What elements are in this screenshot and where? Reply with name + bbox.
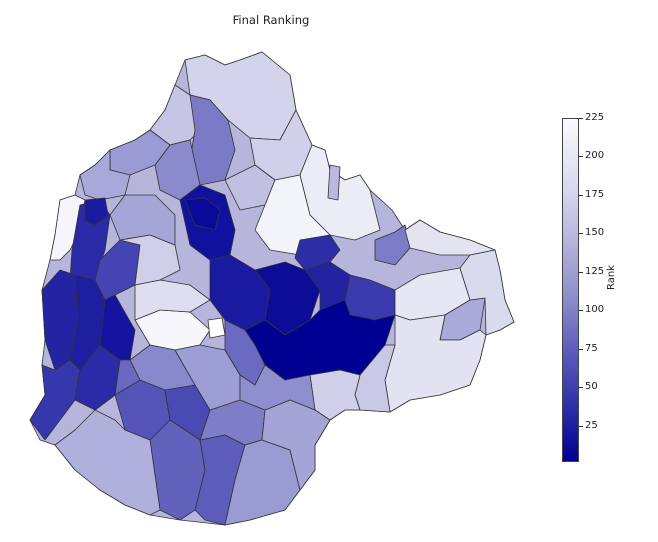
- colorbar-tick-label: 175: [585, 189, 605, 200]
- colorbar-tick: [579, 272, 583, 273]
- colorbar-label: Rank: [606, 265, 617, 290]
- colorbar-tick-label: 100: [585, 304, 605, 315]
- colorbar-tick: [579, 195, 583, 196]
- colorbar-tick: [579, 156, 583, 157]
- colorbar-tick-label: 125: [585, 266, 605, 277]
- colorbar-tick: [579, 387, 583, 388]
- colorbar-tick: [579, 426, 583, 427]
- colorbar-tick-label: 200: [585, 150, 605, 161]
- colorbar-tick: [579, 349, 583, 350]
- colorbar-tick-label: 150: [585, 227, 605, 238]
- colorbar-tick: [579, 233, 583, 234]
- colorbar: [562, 118, 579, 462]
- colorbar-tick: [579, 310, 583, 311]
- colorbar-tick: [579, 118, 583, 119]
- colorbar-tick-label: 25: [585, 420, 598, 431]
- colorbar-tick-label: 225: [585, 112, 605, 123]
- colorbar-tick-label: 75: [585, 343, 598, 354]
- chart-title: Final Ranking: [232, 13, 310, 27]
- colorbar-tick-label: 50: [585, 381, 598, 392]
